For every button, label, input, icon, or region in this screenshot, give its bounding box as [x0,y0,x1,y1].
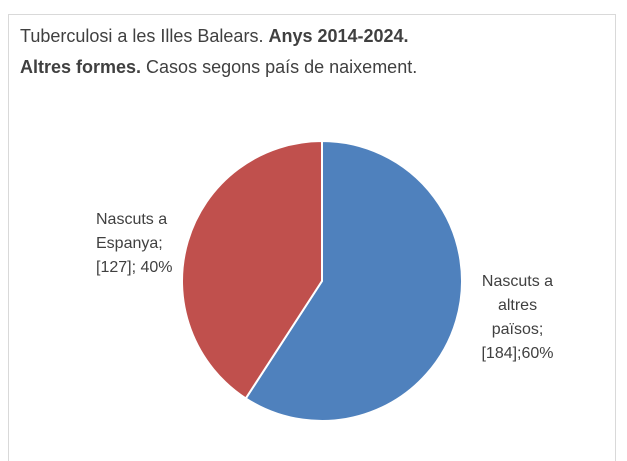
chart-title-part: Altres formes. [20,57,142,77]
chart-title-line: Altres formes. Casos segons país de naix… [20,57,417,78]
data-label: Nascuts a Espanya; [127]; 40% [96,211,173,276]
chart-title-line: Tuberculosi a les Illes Balears. Anys 20… [20,26,409,47]
chart-title-part: Tuberculosi a les Illes Balears. [20,26,269,46]
chart-title-part: Anys 2014-2024. [268,26,409,46]
chart-title-part: Casos segons país de naixement. [141,57,418,77]
pie-slice [244,139,463,422]
data-label: Nascuts a altres països; [184];60% [481,273,554,362]
pie-slice [181,139,323,400]
